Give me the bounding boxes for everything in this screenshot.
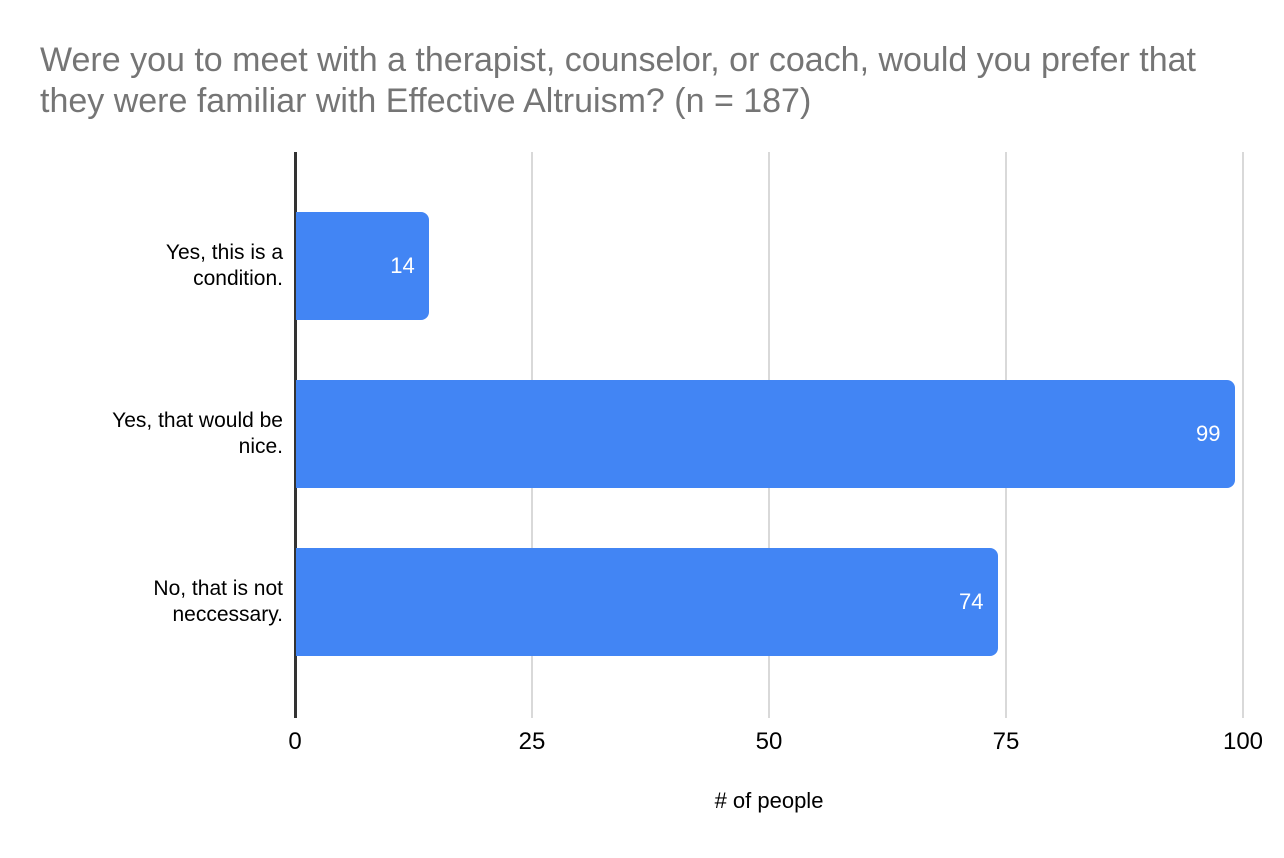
gridline <box>1242 152 1244 718</box>
bar: 14 <box>296 212 429 320</box>
x-tick-label: 0 <box>288 728 302 755</box>
category-label: No, that is not neccessary. <box>153 577 283 626</box>
bar-value-label: 99 <box>1196 421 1221 446</box>
chart-title: Were you to meet with a therapist, couns… <box>40 41 1196 120</box>
bar: 74 <box>296 548 998 656</box>
x-axis-title: # of people <box>714 788 824 813</box>
y-axis-line <box>294 152 297 718</box>
category-label: Yes, this is a condition. <box>165 241 283 290</box>
bar-value-label: 74 <box>959 589 984 614</box>
bar-value-label: 14 <box>390 253 415 278</box>
plot-area: Yes, this is a condition. Yes, that woul… <box>112 152 1244 718</box>
bar: 99 <box>296 380 1235 488</box>
x-tick-label: 50 <box>755 728 783 755</box>
category-label: Yes, that would be nice. <box>112 409 283 458</box>
x-tick-label: 75 <box>992 728 1020 755</box>
x-axis-ticks: 0 25 50 75 100 <box>288 728 1263 758</box>
x-tick-label: 100 <box>1222 728 1264 755</box>
x-tick-label: 25 <box>518 728 546 755</box>
